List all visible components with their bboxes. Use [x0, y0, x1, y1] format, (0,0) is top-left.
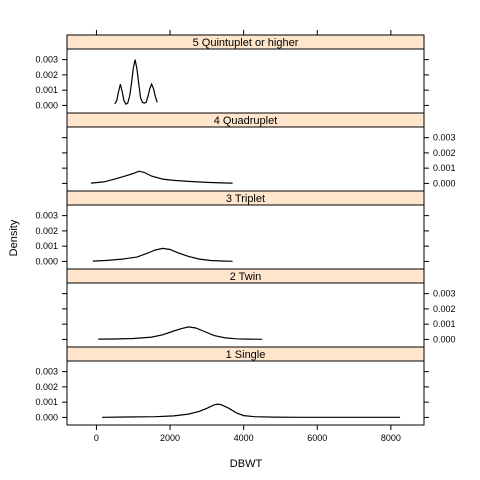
y-tick-label: 0.002	[35, 226, 58, 236]
panel: 3 Triplet 0.000 0.001 0.002 0.003	[35, 190, 429, 270]
x-tick-label: 8000	[381, 433, 401, 443]
x-axis-title: DBWT	[230, 458, 263, 470]
panel: 2 Twin 0.000 0.001 0.002 0.003	[62, 268, 456, 348]
density-line	[98, 326, 263, 340]
panel-frame	[66, 204, 425, 270]
panel-frame	[66, 282, 425, 348]
panels: 1 Single 0.000 0.001 0.002 0.003 2 Twin 0.000 0…	[35, 30, 456, 443]
y-tick-label: 0.002	[35, 382, 58, 392]
panel-frame	[66, 48, 425, 114]
y-tick-label: 0.002	[35, 70, 58, 80]
y-tick-label: 0.003	[35, 367, 58, 377]
y-tick-label: 0.000	[35, 256, 58, 266]
panel-strip-label: 5 Quintuplet or higher	[193, 37, 299, 49]
y-tick-label: 0.000	[433, 334, 456, 344]
y-axis-title: Density	[8, 219, 20, 256]
panel-strip-label: 2 Twin	[230, 271, 262, 283]
density-line	[92, 247, 233, 262]
y-tick-label: 0.001	[35, 241, 58, 251]
panel: 5 Quintuplet or higher 0.000 0.001 0.002 0.0…	[35, 34, 429, 114]
y-tick-label: 0.001	[433, 319, 456, 329]
y-tick-label: 0.003	[35, 211, 58, 221]
y-tick-label: 0.002	[433, 148, 456, 158]
panel-strip-label: 3 Triplet	[226, 193, 265, 205]
y-tick-label: 0.001	[35, 397, 58, 407]
y-tick-label: 0.000	[35, 412, 58, 422]
panel-frame	[66, 126, 425, 192]
x-tick-label: 0	[94, 433, 99, 443]
density-line	[90, 170, 233, 184]
y-tick-label: 0.003	[433, 289, 456, 299]
y-tick-label: 0.002	[433, 304, 456, 314]
y-tick-label: 0.001	[35, 85, 58, 95]
panel-frame	[66, 360, 425, 426]
panel-strip-label: 1 Single	[226, 349, 266, 361]
panel-strip-label: 4 Quadruplet	[214, 115, 278, 127]
y-tick-label: 0.003	[35, 55, 58, 65]
density-line	[114, 59, 158, 106]
panel: 4 Quadruplet 0.000 0.001 0.002 0.003	[62, 112, 456, 192]
y-tick-label: 0.000	[35, 100, 58, 110]
y-tick-label: 0.000	[433, 178, 456, 188]
density-line	[101, 403, 401, 418]
y-tick-label: 0.001	[433, 163, 456, 173]
x-tick-label: 4000	[234, 433, 254, 443]
panel: 1 Single 0.000 0.001 0.002 0.003	[35, 346, 429, 426]
y-tick-label: 0.003	[433, 133, 456, 143]
x-tick-label: 6000	[307, 433, 327, 443]
x-tick-label: 2000	[160, 433, 180, 443]
